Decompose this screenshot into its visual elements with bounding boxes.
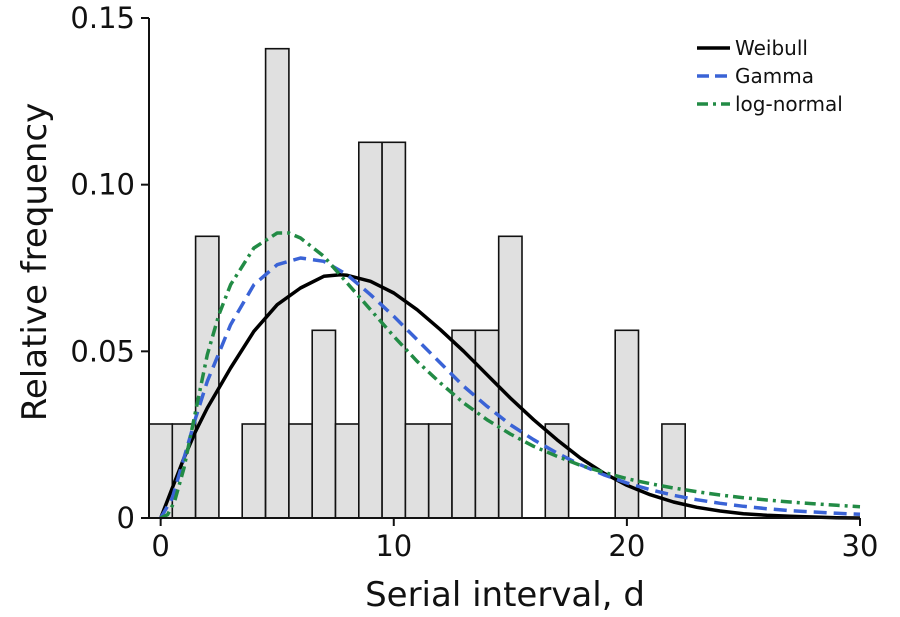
x-tick-label: 0 <box>151 529 169 563</box>
legend-label-log-normal: log-normal <box>735 92 843 116</box>
curve-weibull <box>159 272 861 520</box>
curve-log-normal <box>159 231 861 520</box>
legend-label-weibull: Weibull <box>735 36 808 60</box>
histogram-bar <box>264 47 290 519</box>
axis-ticks: 0 10 20 30 0 0.05 0.10 0.15 <box>70 1 878 563</box>
legend-label-gamma: Gamma <box>735 64 814 88</box>
x-tick-label: 10 <box>375 529 412 563</box>
histogram-bar <box>381 141 407 519</box>
histogram-bar <box>148 423 174 519</box>
curve-gamma <box>159 256 861 519</box>
x-tick-label: 20 <box>608 529 645 563</box>
y-tick-label: 0 <box>117 501 135 535</box>
y-tick-label: 0.15 <box>70 1 135 35</box>
x-axis-title: Serial interval, d <box>365 575 645 615</box>
x-tick-label: 30 <box>842 529 879 563</box>
histogram-bar <box>288 423 313 519</box>
histogram-bar <box>404 423 430 519</box>
histogram-bar <box>427 423 453 519</box>
y-tick-label: 0.10 <box>70 168 135 202</box>
histogram-bar <box>357 141 383 519</box>
legend: Weibull Gamma log-normal <box>697 36 843 116</box>
histogram-bar <box>497 235 523 519</box>
histogram-bar <box>311 329 337 519</box>
y-tick-label: 0.05 <box>70 334 135 368</box>
histogram-bar <box>474 329 500 519</box>
distribution-curves <box>159 231 861 520</box>
y-axis-title: Relative frequency <box>15 103 55 421</box>
histogram-bar <box>241 423 267 519</box>
histogram-bar <box>334 423 360 519</box>
